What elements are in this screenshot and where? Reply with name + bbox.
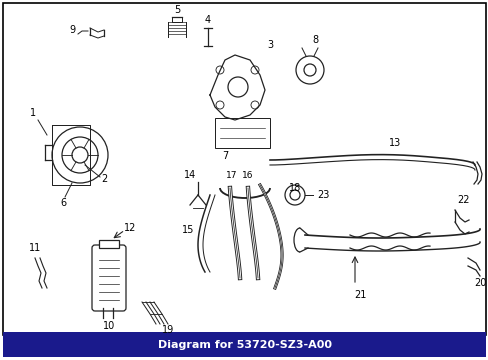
Text: 6: 6 — [60, 198, 66, 208]
Text: Diagram for 53720-SZ3-A00: Diagram for 53720-SZ3-A00 — [157, 340, 331, 350]
Bar — [3, 332, 485, 357]
Text: 21: 21 — [353, 290, 366, 300]
Text: 8: 8 — [311, 35, 317, 45]
Text: 22: 22 — [456, 195, 468, 205]
Text: 7: 7 — [222, 151, 228, 161]
Text: 5: 5 — [174, 5, 180, 15]
Text: 17: 17 — [226, 171, 237, 180]
Text: 4: 4 — [204, 15, 211, 25]
Text: 16: 16 — [242, 171, 253, 180]
Text: 13: 13 — [388, 138, 400, 148]
Text: 23: 23 — [316, 190, 328, 200]
FancyBboxPatch shape — [92, 245, 126, 311]
Bar — [99, 240, 119, 248]
Text: 12: 12 — [123, 223, 136, 233]
Text: 18: 18 — [288, 183, 301, 193]
Bar — [215, 118, 269, 148]
Text: 15: 15 — [182, 225, 194, 235]
Text: 19: 19 — [162, 325, 174, 335]
Text: 14: 14 — [183, 170, 196, 180]
Text: 20: 20 — [473, 278, 485, 288]
Text: 3: 3 — [266, 40, 272, 50]
Text: 9: 9 — [69, 25, 75, 35]
Text: 10: 10 — [102, 321, 115, 331]
Text: 2: 2 — [101, 174, 107, 184]
Text: 11: 11 — [29, 243, 41, 253]
Text: 1: 1 — [30, 108, 36, 118]
